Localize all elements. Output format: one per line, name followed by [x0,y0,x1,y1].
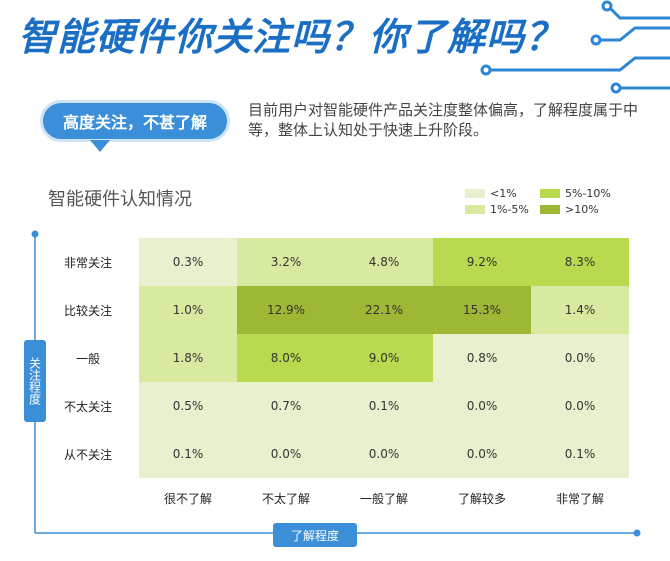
row-label: 非常关注 [63,256,112,270]
legend-swatch-gt10 [540,205,560,214]
legend-label: 5%-10% [565,187,611,200]
legend-item-gt10: >10% [540,203,599,216]
column-label: 一般了解 [359,492,408,506]
heatmap-cell: 0.0% [531,334,629,382]
heatmap-cell: 8.3% [531,238,629,286]
y-axis-label: 关注程度 [24,340,46,422]
heatmap-cell: 1.0% [139,286,237,334]
heatmap-cell: 15.3% [433,286,531,334]
bubble-tail [90,140,110,152]
page-title: 智能硬件你关注吗？你了解吗？ [18,15,565,59]
heatmap-cell: 0.7% [237,382,335,430]
bubble-text: 高度关注，不甚了解 [62,113,207,132]
summary-text: 目前用户对智能硬件产品关注度整体偏高，了解程度属于中等，整体上认知处于快速上升阶… [248,101,639,139]
legend-label: 1%-5% [490,203,529,216]
heatmap-cell: 0.0% [237,430,335,478]
highlight-bubble: 高度关注，不甚了解 [40,100,230,142]
heatmap-cell: 3.2% [237,238,335,286]
legend-swatch-lt1 [465,189,485,198]
heatmap-cell: 1.8% [139,334,237,382]
heatmap-cell: 0.0% [433,382,531,430]
legend-label: <1% [490,187,517,200]
heatmap-cell: 0.0% [531,382,629,430]
heatmap-cell: 0.0% [433,430,531,478]
row-label: 一般 [75,352,100,366]
legend-item-1to5: 1%-5% [465,203,529,216]
legend-label: >10% [565,203,599,216]
heatmap-cell: 0.3% [139,238,237,286]
heatmap-cell: 22.1% [335,286,433,334]
x-axis-label: 了解程度 [273,523,357,547]
legend-item-lt1: <1% [465,187,517,200]
legend-item-5to10: 5%-10% [540,187,611,200]
column-label: 不太了解 [261,492,310,506]
heatmap-cell: 0.1% [139,430,237,478]
chart-title: 智能硬件认知情况 [48,189,192,210]
heatmap-cell: 1.4% [531,286,629,334]
heatmap-cell: 8.0% [237,334,335,382]
heatmap-cell: 0.1% [335,382,433,430]
circuit-decoration [480,0,670,94]
heatmap-cell: 9.0% [335,334,433,382]
heatmap-cell: 0.0% [335,430,433,478]
heatmap-cell: 4.8% [335,238,433,286]
heatmap-cell: 9.2% [433,238,531,286]
legend-swatch-1to5 [465,205,485,214]
heatmap-cell: 0.8% [433,334,531,382]
row-label: 从不关注 [63,448,112,462]
heatmap-cell: 0.1% [531,430,629,478]
heatmap-cell: 12.9% [237,286,335,334]
row-label: 不太关注 [63,400,112,414]
column-label: 很不了解 [163,492,212,506]
heatmap-cell: 0.5% [139,382,237,430]
column-label: 了解较多 [457,492,506,506]
row-label: 比较关注 [63,304,112,318]
column-label: 非常了解 [555,492,604,506]
legend-swatch-5to10 [540,189,560,198]
